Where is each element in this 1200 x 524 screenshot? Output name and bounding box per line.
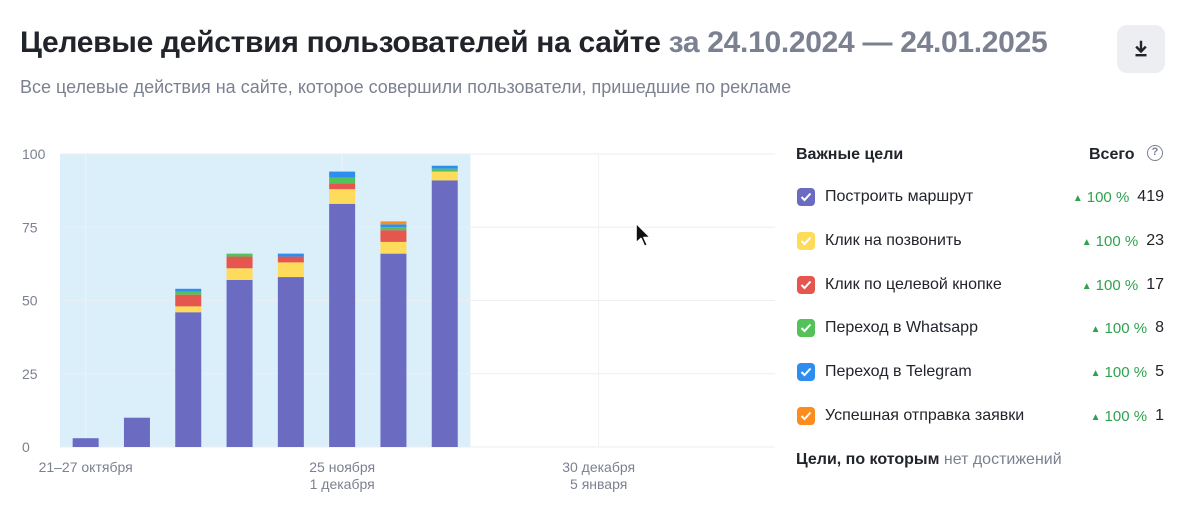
bar-segment: [431, 168, 458, 172]
legend-item-label: Переход в Telegram: [825, 363, 972, 381]
bar-segment: [123, 417, 150, 447]
bar-segment: [380, 221, 407, 225]
legend-item-total: 419: [1137, 188, 1164, 205]
page-subtitle: Все целевые действия на сайте, которое с…: [20, 77, 792, 97]
bar-segment: [72, 438, 99, 447]
bar-segment: [277, 256, 304, 263]
no-goals-bold: Цели, по которым: [796, 451, 940, 468]
chart-area: 0 25 50 75 100 21–27 октября 25 ноября 1 декабр…: [0, 130, 780, 510]
legend-heading: Важные цели: [796, 146, 904, 163]
bar-segment: [329, 177, 356, 184]
up-arrow-icon: ▲: [1090, 412, 1101, 423]
x-tick-label: 1 декабря: [310, 476, 375, 492]
legend-item-change: ▲ 100 %: [1081, 276, 1139, 294]
checkbox-checked-icon[interactable]: [797, 363, 815, 382]
bar-segment: [329, 171, 356, 178]
bar-segment: [380, 227, 407, 231]
legend-item[interactable]: Построить маршрут ▲ 100 % 419: [796, 185, 1176, 209]
x-tick-label: 30 декабря: [562, 459, 635, 475]
legend-item-change: ▲ 100 %: [1072, 189, 1130, 206]
legend-item-total: 1: [1155, 407, 1164, 424]
bar-segment: [380, 241, 407, 254]
no-goals-rest: нет достижений: [943, 451, 1062, 468]
bar-segment: [380, 253, 407, 447]
checkbox-checked-icon[interactable]: [797, 188, 815, 206]
bar-segment: [175, 291, 202, 295]
up-arrow-icon: ▲: [1072, 193, 1083, 204]
legend-item-total: 8: [1155, 319, 1164, 337]
y-tick-label: 75: [22, 219, 38, 235]
bar-segment: [380, 230, 407, 242]
legend-item-change: ▲ 100 %: [1090, 364, 1148, 382]
up-arrow-icon: ▲: [1081, 280, 1092, 292]
title-period: за 24.10.2024 — 24.01.2025: [668, 26, 1048, 59]
y-tick-label: 100: [22, 146, 46, 162]
legend-item-label: Переход в Whatsapp: [825, 319, 978, 337]
legend-item[interactable]: Переход в Whatsapp ▲ 100 % 8: [796, 316, 1176, 340]
legend: Важные цели Всего ? Построить маршрут ▲ 10…: [796, 143, 1176, 425]
download-icon: [1135, 40, 1147, 57]
x-tick-label: 5 января: [570, 476, 627, 492]
question-circle-icon[interactable]: ?: [1147, 145, 1163, 161]
bar-segment: [329, 203, 356, 447]
legend-item-change: ▲ 100 %: [1090, 408, 1148, 425]
bar-segment: [380, 224, 407, 228]
legend-total-heading: Всего: [1089, 146, 1135, 163]
legend-item-total: 17: [1146, 275, 1164, 293]
bar-segment: [175, 312, 202, 447]
page-title: Целевые действия пользователей на сайте …: [20, 26, 1048, 60]
legend-item-total: 5: [1155, 363, 1164, 381]
y-tick-label: 0: [22, 439, 30, 455]
checkbox-checked-icon[interactable]: [797, 275, 815, 294]
mouse-cursor-icon: [635, 222, 652, 248]
checkbox-checked-icon[interactable]: [797, 319, 815, 338]
download-button[interactable]: [1117, 25, 1165, 73]
checkbox-checked-icon[interactable]: [797, 231, 815, 250]
bar-segment: [431, 165, 458, 169]
bar-segment: [277, 262, 304, 278]
bar-segment: [329, 183, 356, 190]
legend-item-label: Построить маршрут: [825, 188, 974, 205]
bar-segment: [329, 189, 356, 204]
bar-segment: [277, 277, 304, 447]
bar-segment: [175, 288, 202, 292]
up-arrow-icon: ▲: [1090, 324, 1101, 336]
legend-item[interactable]: Клик на позвонить ▲ 100 % 23: [796, 229, 1176, 253]
bar-segment: [226, 279, 253, 447]
x-tick-label: 25 ноября: [309, 459, 375, 475]
bar-segment: [175, 294, 202, 307]
bar-segment: [226, 253, 253, 257]
title-text: Целевые действия пользователей на сайте: [20, 26, 661, 59]
no-goals-link[interactable]: Цели, по которым нет достижений: [796, 451, 1062, 469]
legend-item-change: ▲ 100 %: [1081, 232, 1139, 250]
x-tick-label: 21–27 октября: [39, 459, 133, 475]
legend-item-label: Успешная отправка заявки: [825, 407, 1025, 424]
legend-header: Важные цели Всего ?: [796, 143, 1176, 167]
bar-segment: [431, 180, 458, 447]
up-arrow-icon: ▲: [1081, 236, 1092, 248]
legend-item[interactable]: Клик по целевой кнопке ▲ 100 % 17: [796, 273, 1176, 297]
bar-segment: [226, 256, 253, 269]
checkbox-checked-icon[interactable]: [797, 407, 815, 425]
up-arrow-icon: ▲: [1090, 368, 1101, 380]
y-tick-label: 25: [22, 366, 38, 382]
legend-item-label: Клик по целевой кнопке: [825, 275, 1002, 293]
legend-item-label: Клик на позвонить: [825, 231, 962, 249]
legend-item[interactable]: Переход в Telegram ▲ 100 % 5: [796, 360, 1176, 384]
y-tick-label: 50: [22, 293, 38, 309]
legend-item[interactable]: Успешная отправка заявки ▲ 100 % 1: [796, 404, 1176, 428]
bar-segment: [226, 268, 253, 280]
bar-segment: [175, 306, 202, 313]
legend-item-change: ▲ 100 %: [1090, 320, 1148, 338]
bar-segment: [431, 171, 458, 181]
legend-item-total: 23: [1146, 231, 1164, 249]
bar-segment: [277, 253, 304, 257]
